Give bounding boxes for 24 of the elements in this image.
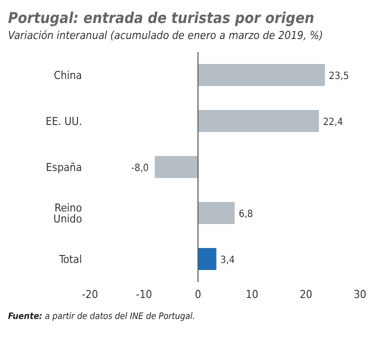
data-label: 22,4 [322, 117, 344, 128]
bar [198, 248, 216, 270]
y-tick-label: Total [58, 252, 82, 266]
data-label: 6,8 [238, 209, 254, 220]
chart-title: Portugal: entrada de turistas por origen [8, 8, 316, 28]
data-label: 23,5 [328, 71, 349, 82]
x-tick-label: -20 [82, 288, 98, 301]
data-label: -8,0 [131, 163, 150, 174]
bar [198, 64, 325, 86]
y-tick-label: EE. UU. [46, 114, 82, 128]
x-tick-label: -10 [136, 288, 152, 301]
y-tick-label: China [54, 68, 82, 82]
y-tick-label: España [46, 160, 82, 174]
source-note: Fuente: a partir de datos del INE de Portugal. [8, 312, 196, 322]
y-tick-label: Reino Unido [53, 201, 82, 226]
x-tick-label: 20 [300, 288, 312, 301]
x-tick-label: 0 [194, 288, 202, 301]
data-label: 3,4 [220, 255, 235, 266]
x-tick-label: 10 [246, 288, 258, 301]
chart-subtitle: Variación interanual (acumulado de enero a marzo de 2019, %) [8, 28, 324, 44]
bar [198, 110, 319, 132]
x-tick-label: 30 [354, 288, 366, 301]
bar [154, 156, 198, 178]
bar [198, 202, 235, 224]
